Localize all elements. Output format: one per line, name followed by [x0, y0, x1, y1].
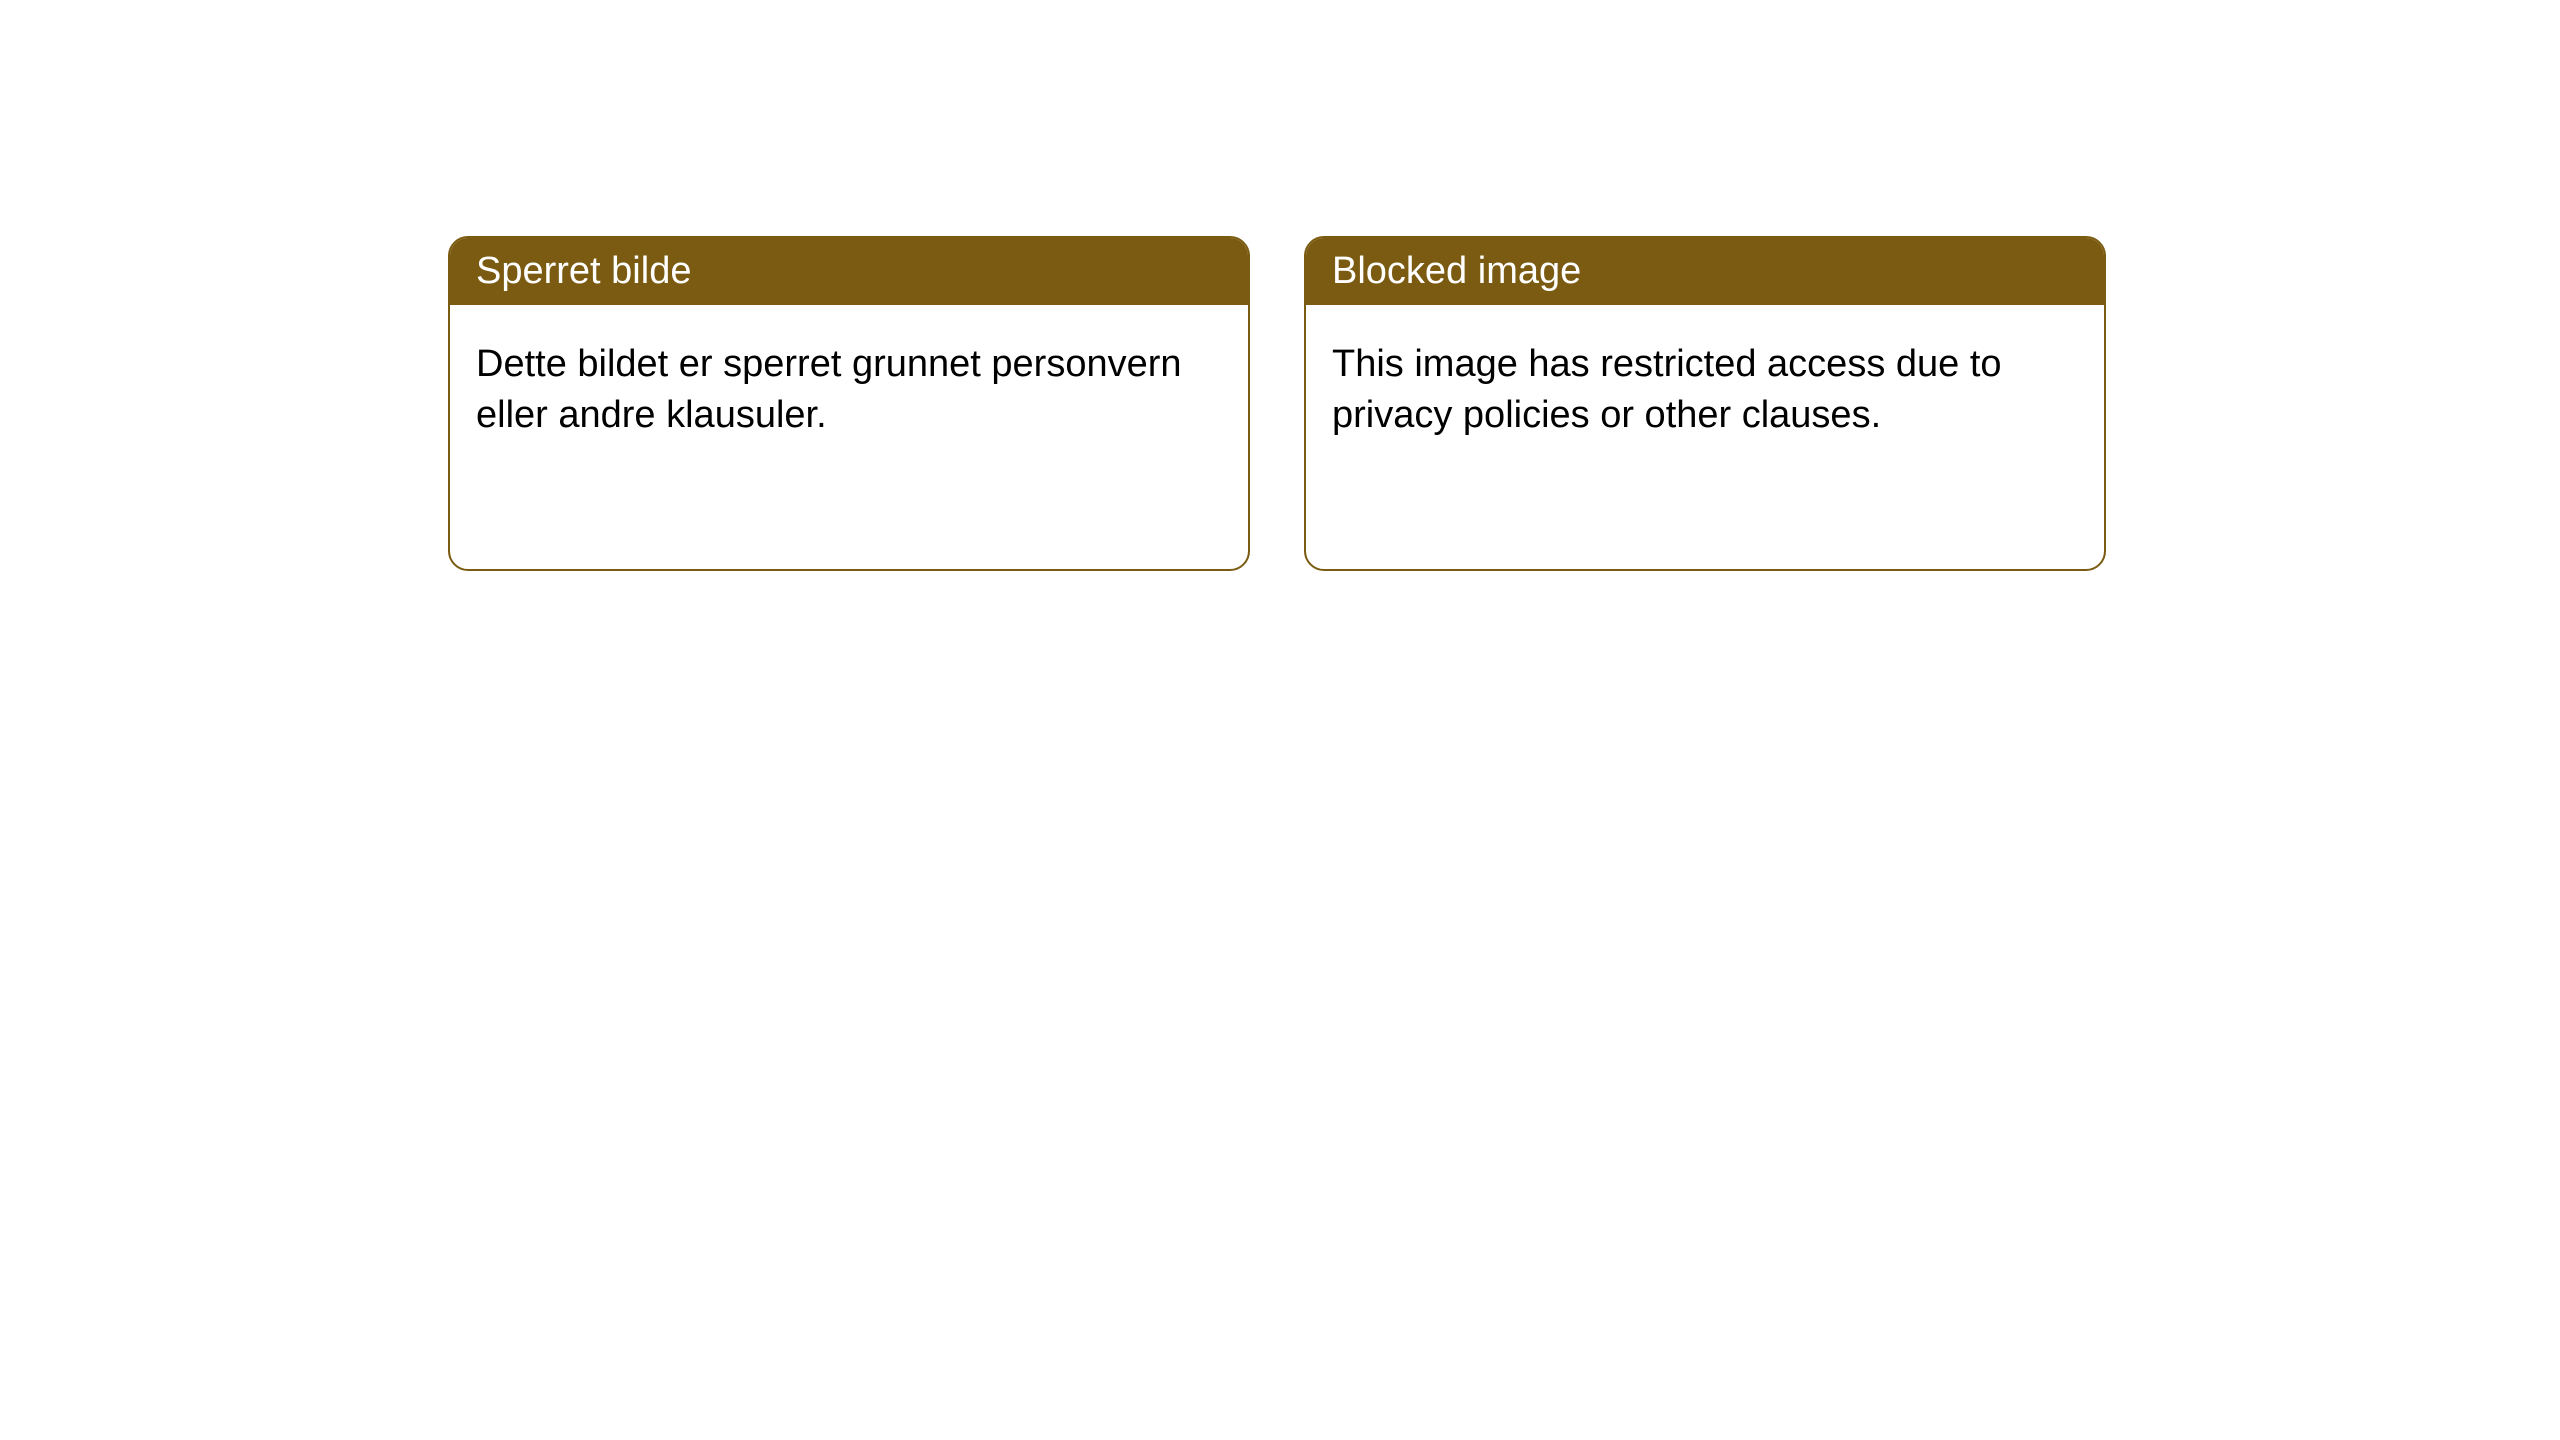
notice-card-norwegian: Sperret bilde Dette bildet er sperret gr…: [448, 236, 1250, 571]
notice-header-norwegian: Sperret bilde: [450, 238, 1248, 305]
notice-header-english: Blocked image: [1306, 238, 2104, 305]
notice-body-english: This image has restricted access due to …: [1306, 305, 2104, 476]
notice-container: Sperret bilde Dette bildet er sperret gr…: [0, 0, 2560, 571]
notice-body-norwegian: Dette bildet er sperret grunnet personve…: [450, 305, 1248, 476]
notice-card-english: Blocked image This image has restricted …: [1304, 236, 2106, 571]
